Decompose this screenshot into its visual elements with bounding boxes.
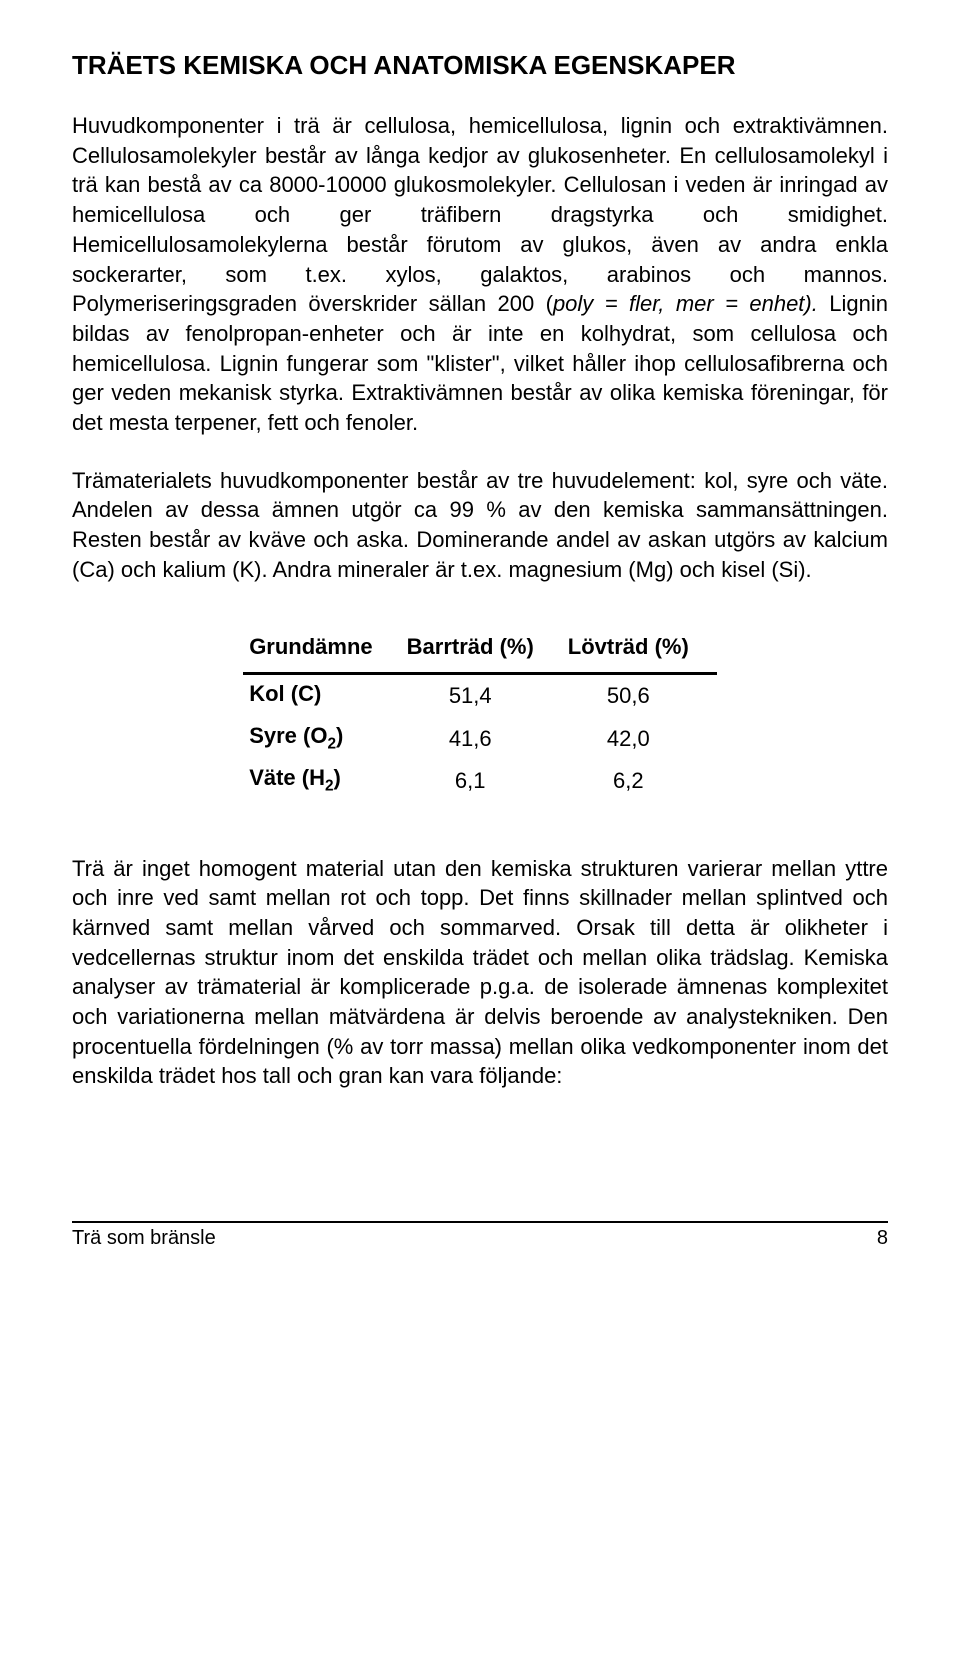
table-row: Syre (O2) 41,6 42,0 (243, 717, 717, 759)
row-val-2: 42,0 (562, 717, 717, 759)
element-table-wrap: Grundämne Barrträd (%) Lövträd (%) Kol (… (72, 628, 888, 801)
row-val-2: 50,6 (562, 674, 717, 718)
row-val-1: 6,1 (401, 759, 562, 801)
table-row: Kol (C) 51,4 50,6 (243, 674, 717, 718)
row-val-1: 41,6 (401, 717, 562, 759)
row-name-a: Väte (H (249, 765, 325, 790)
paragraph-2: Trämaterialets huvudkomponenter består a… (72, 466, 888, 585)
row-name-a: Syre (O (249, 723, 327, 748)
para1-text-a: Huvudkomponenter i trä är cellulosa, hem… (72, 113, 888, 316)
row-name-sub: 2 (327, 736, 336, 753)
table-header-row: Grundämne Barrträd (%) Lövträd (%) (243, 628, 717, 673)
row-name: Väte (H2) (243, 759, 400, 801)
row-name: Kol (C) (243, 674, 400, 718)
row-name: Syre (O2) (243, 717, 400, 759)
footer-page-number: 8 (877, 1225, 888, 1252)
row-name-b: ) (334, 765, 341, 790)
row-val-2: 6,2 (562, 759, 717, 801)
page-title: TRÄETS KEMISKA OCH ANATOMISKA EGENSKAPER (72, 48, 888, 83)
element-table: Grundämne Barrträd (%) Lövträd (%) Kol (… (243, 628, 717, 801)
col-header-element: Grundämne (243, 628, 400, 673)
page-footer: Trä som bränsle 8 (72, 1221, 888, 1252)
row-val-1: 51,4 (401, 674, 562, 718)
paragraph-3: Trä är inget homogent material utan den … (72, 854, 888, 1092)
col-header-deciduous: Lövträd (%) (562, 628, 717, 673)
footer-title: Trä som bränsle (72, 1225, 216, 1252)
table-row: Väte (H2) 6,1 6,2 (243, 759, 717, 801)
row-name-sub: 2 (325, 778, 334, 795)
para1-text-italic: poly = fler, mer = enhet). (553, 291, 818, 316)
col-header-conifer: Barrträd (%) (401, 628, 562, 673)
row-name-a: Kol (C) (249, 681, 321, 706)
row-name-b: ) (336, 723, 343, 748)
paragraph-1: Huvudkomponenter i trä är cellulosa, hem… (72, 111, 888, 438)
